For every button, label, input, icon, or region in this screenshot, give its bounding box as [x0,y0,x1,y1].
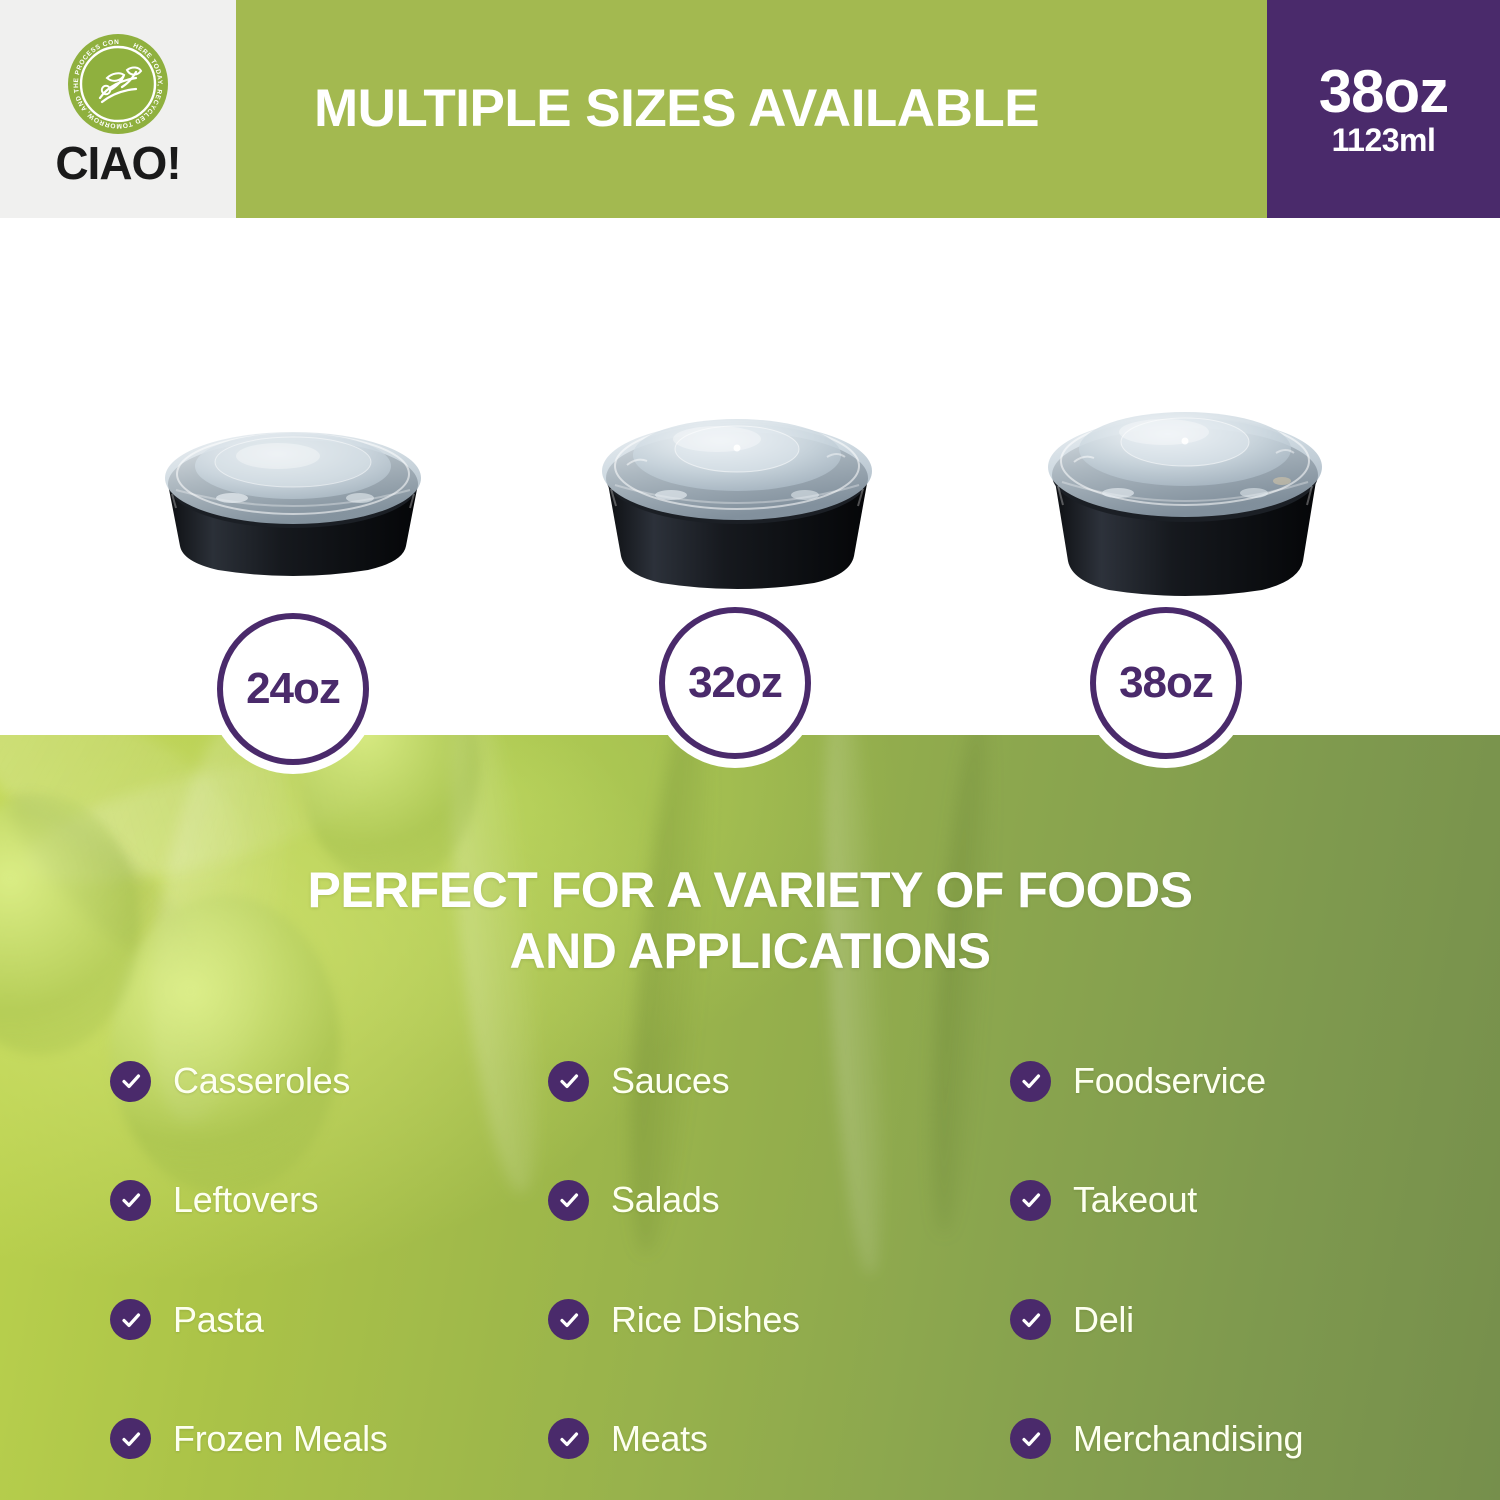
size-callout-ounces: 38oz [1318,58,1449,125]
applications-title: PERFECT FOR A VARIETY OF FOODS AND APPLI… [0,860,1500,982]
size-badge-38oz: 38oz [1090,607,1242,759]
list-item: Casseroles [110,1060,490,1102]
list-item-label: Leftovers [173,1179,319,1221]
list-item-label: Casseroles [173,1060,351,1101]
list-item: Merchandising [1010,1418,1390,1460]
checklist-column-2: Sauces Salads Rice Dishes Meats [490,1060,928,1460]
list-item: Sauces [548,1060,928,1102]
size-badge-label: 38oz [1119,658,1214,707]
page-title: MULTIPLE SIZES AVAILABLE [314,79,1040,139]
size-badge-label: 24oz [246,664,341,713]
recycling-leaf-badge-icon: HERE TODAY, RECYCLED TOMORROW, AND THE P… [66,32,170,136]
checklist-column-1: Casseroles Leftovers Pasta Frozen Meals [110,1060,490,1460]
product-image-24oz [128,366,458,581]
check-icon [1010,1418,1051,1460]
list-item-label: Takeout [1073,1179,1197,1221]
applications-title-line2: AND APPLICATIONS [509,923,991,979]
list-item: Foodservice [1010,1060,1390,1102]
list-item: Deli [1010,1299,1390,1341]
list-item-label: Meats [611,1417,708,1459]
list-item: Salads [548,1179,928,1221]
list-item-label: Deli [1073,1298,1134,1340]
applications-checklist: Casseroles Leftovers Pasta Frozen Meals [0,1060,1500,1460]
checklist-column-3: Foodservice Takeout Deli Merchandising [928,1060,1390,1460]
list-item: Leftovers [110,1179,490,1221]
size-badge-label: 32oz [688,658,783,707]
check-icon [1010,1060,1051,1102]
list-item-label: Foodservice [1073,1060,1266,1101]
product-image-38oz [1010,345,1360,600]
list-item: Meats [548,1418,928,1460]
list-item-label: Frozen Meals [173,1417,388,1459]
list-item: Pasta [110,1299,490,1341]
list-item-label: Sauces [611,1060,730,1101]
list-item: Rice Dishes [548,1299,928,1341]
check-icon [110,1060,151,1102]
check-icon [548,1060,589,1102]
size-callout-block: 38oz 1123ml [1267,0,1500,218]
list-item-label: Salads [611,1179,720,1221]
applications-section: PERFECT FOR A VARIETY OF FOODS AND APPLI… [0,735,1500,1500]
brand-logo-panel: HERE TODAY, RECYCLED TOMORROW, AND THE P… [0,0,236,218]
check-icon [110,1299,151,1341]
list-item-label: Merchandising [1073,1417,1304,1459]
brand-wordmark: CIAO! [55,137,181,189]
check-icon [548,1179,589,1221]
check-icon [1010,1179,1051,1221]
product-showcase [0,218,1500,738]
list-item-label: Pasta [173,1298,264,1340]
size-badge-24oz: 24oz [217,613,369,765]
list-item: Frozen Meals [110,1418,490,1460]
check-icon [110,1179,151,1221]
check-icon [1010,1299,1051,1341]
applications-title-line1: PERFECT FOR A VARIETY OF FOODS [307,862,1193,918]
header-bar: HERE TODAY, RECYCLED TOMORROW, AND THE P… [0,0,1500,218]
check-icon [548,1418,589,1460]
list-item: Takeout [1010,1179,1390,1221]
size-badge-32oz: 32oz [659,607,811,759]
check-icon [110,1418,151,1460]
list-item-label: Rice Dishes [611,1298,800,1340]
background-olive-decor [110,895,340,1195]
size-callout-milliliters: 1123ml [1331,122,1436,158]
product-image-32oz [565,353,910,593]
header-title-band: MULTIPLE SIZES AVAILABLE [236,0,1267,218]
check-icon [548,1299,589,1341]
